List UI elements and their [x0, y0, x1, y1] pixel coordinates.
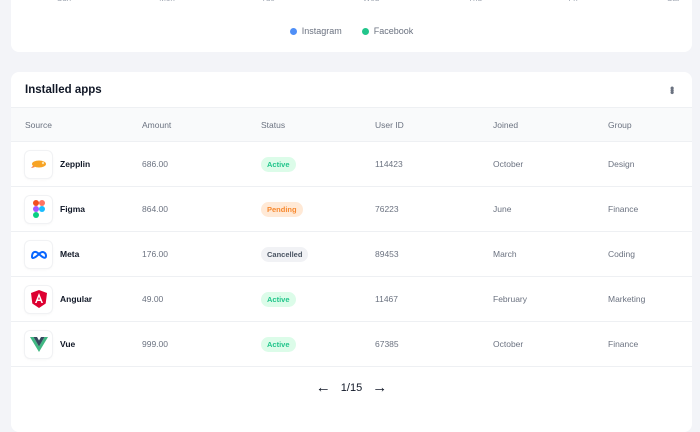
source-name: Zepplin	[60, 159, 91, 169]
x-tick-label: Tue	[261, 0, 275, 3]
user-id: 76223	[375, 204, 399, 214]
amount: 176.00	[142, 249, 168, 259]
table-row[interactable]: Angular 49.00 Active 11467 February Mark…	[11, 277, 692, 322]
status-badge: Pending	[261, 201, 303, 217]
source-name: Angular	[60, 294, 93, 304]
joined: June	[493, 204, 512, 214]
group: Finance	[608, 339, 639, 349]
table-row[interactable]: Meta 176.00 Cancelled 89453 March Coding	[11, 232, 692, 277]
status-badge: Active	[261, 291, 296, 307]
joined: October	[493, 159, 524, 169]
vue-logo-icon	[25, 330, 52, 358]
x-tick-label: Sat	[667, 0, 679, 3]
amount: 864.00	[142, 204, 168, 214]
meta-logo-icon	[25, 240, 52, 268]
joined: February	[493, 294, 528, 304]
installed-apps-card: Installed apps ••• Source Amount Status …	[11, 72, 692, 432]
x-tick-label: Sun	[57, 0, 71, 3]
more-vertical-icon[interactable]: •••	[665, 86, 679, 93]
source-name: Meta	[60, 249, 80, 259]
chart-card: Sun Mon Tue Wed Thu Fri Sat Instagram Facebook	[11, 0, 692, 52]
card-title: Installed apps	[25, 83, 102, 96]
column-user-id: User ID	[375, 119, 404, 130]
zepplin-logo-icon	[25, 150, 52, 178]
user-id: 89453	[375, 249, 399, 259]
chart-legend: Instagram Facebook	[11, 26, 692, 36]
table-row[interactable]: Figma 864.00 Pending 76223 June Finance	[11, 187, 692, 232]
legend-dot	[289, 27, 297, 35]
group: Finance	[608, 204, 639, 214]
source-name: Figma	[60, 204, 86, 214]
column-joined: Joined	[493, 119, 519, 130]
user-id: 114423	[375, 159, 403, 169]
page-indicator: 1/15	[340, 381, 363, 394]
amount: 999.00	[142, 339, 168, 349]
legend-label: Facebook	[373, 26, 414, 36]
joined: March	[493, 249, 517, 259]
status-badge: Active	[261, 156, 296, 172]
column-status: Status	[261, 119, 286, 130]
column-amount: Amount	[142, 119, 172, 130]
source-name: Vue	[60, 339, 76, 349]
status-badge: Cancelled	[261, 246, 309, 262]
amount: 49.00	[142, 294, 164, 304]
angular-logo-icon	[25, 285, 52, 313]
legend-dot	[361, 27, 369, 35]
status-badge: Active	[261, 336, 296, 352]
figma-logo-icon	[25, 195, 52, 223]
legend-label: Instagram	[301, 26, 342, 36]
group: Coding	[608, 249, 635, 259]
pagination: ← 1/15 →	[11, 379, 692, 396]
amount: 686.00	[142, 159, 168, 169]
legend-facebook[interactable]: Facebook	[361, 26, 414, 36]
group: Design	[608, 159, 635, 169]
user-id: 11467	[375, 294, 399, 304]
table-row[interactable]: Vue 999.00 Active 67385 October Finance	[11, 322, 692, 367]
x-tick-label: Wed	[363, 0, 379, 3]
joined: October	[493, 339, 524, 349]
column-group: Group	[608, 119, 632, 130]
next-page-arrow-icon[interactable]: →	[372, 379, 388, 396]
user-id: 67385	[375, 339, 399, 349]
x-tick-label: Fri	[568, 0, 577, 3]
table-header: Source Amount Status User ID Joined Grou…	[11, 108, 692, 142]
group: Marketing	[608, 294, 646, 304]
prev-page-arrow-icon[interactable]: ←	[315, 379, 331, 396]
legend-instagram[interactable]: Instagram	[289, 26, 342, 36]
table-row[interactable]: Zepplin 686.00 Active 114423 October Des…	[11, 142, 692, 187]
x-tick-label: Thu	[468, 0, 482, 3]
column-source: Source	[25, 119, 52, 130]
x-tick-label: Mon	[159, 0, 175, 3]
